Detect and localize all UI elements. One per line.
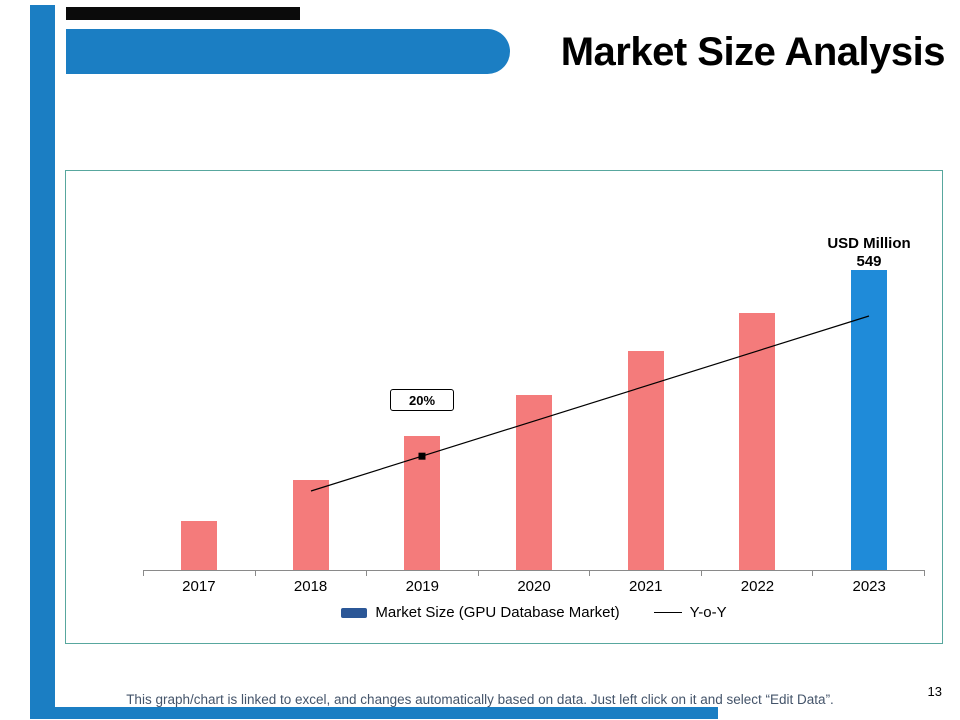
legend-label-market-size: Market Size (GPU Database Market) — [375, 604, 620, 621]
bar-column-2022 — [702, 171, 814, 570]
x-axis-ticks — [143, 571, 926, 576]
bar-2022 — [739, 313, 776, 570]
axis-tick — [366, 571, 478, 576]
bar-2018 — [292, 480, 329, 570]
title-accent-bar — [66, 29, 510, 74]
value-label-number: 549 — [856, 253, 882, 270]
bottom-accent-bar — [30, 707, 718, 719]
axis-tick — [700, 571, 813, 576]
left-accent-bar — [30, 5, 55, 719]
axis-tick — [812, 571, 926, 576]
axis-tick — [589, 571, 701, 576]
bar-series — [143, 171, 925, 570]
x-label-2018: 2018 — [293, 578, 328, 595]
x-axis-labels: 2017 2018 2019 2020 2021 2022 2023 — [143, 578, 925, 595]
x-label-2019: 2019 — [405, 578, 439, 595]
x-label-2023: 2023 — [852, 578, 886, 595]
x-label-2017: 2017 — [182, 578, 216, 595]
legend-line-swatch — [653, 612, 682, 613]
bar-column-2023 — [813, 171, 925, 570]
bar-column-2019 — [366, 171, 478, 570]
bar-2023 — [851, 270, 888, 570]
bar-2017 — [180, 521, 217, 570]
bar-column-2021 — [590, 171, 702, 570]
axis-tick — [143, 571, 255, 576]
chart-frame[interactable]: 20% USD Million 549 2017 2018 2019 2020 2021… — [65, 170, 943, 644]
bar-column-2020 — [478, 171, 590, 570]
bar-2019 — [404, 436, 441, 570]
legend-label-yoy: Y-o-Y — [689, 604, 727, 621]
top-black-bar — [66, 7, 300, 20]
chart-legend: Market Size (GPU Database Market) Y-o-Y — [66, 604, 942, 621]
page-title: Market Size Analysis — [560, 30, 946, 74]
bar-column-2017 — [143, 171, 255, 570]
bar-2020 — [516, 395, 553, 570]
legend-bar-swatch — [341, 607, 368, 618]
value-label: USD Million 549 — [799, 235, 939, 271]
footer-note: This graph/chart is linked to excel, and… — [126, 692, 834, 707]
x-label-2020: 2020 — [517, 578, 551, 595]
x-label-2021: 2021 — [629, 578, 663, 595]
axis-tick — [254, 571, 367, 576]
page-number: 13 — [927, 684, 942, 699]
x-label-2022: 2022 — [740, 578, 775, 595]
bar-2021 — [627, 351, 664, 570]
axis-tick — [477, 571, 590, 576]
value-label-units: USD Million — [827, 235, 911, 252]
yoy-callout: 20% — [390, 389, 454, 411]
plot-area: 20% USD Million 549 — [143, 171, 925, 571]
bar-column-2018 — [255, 171, 367, 570]
